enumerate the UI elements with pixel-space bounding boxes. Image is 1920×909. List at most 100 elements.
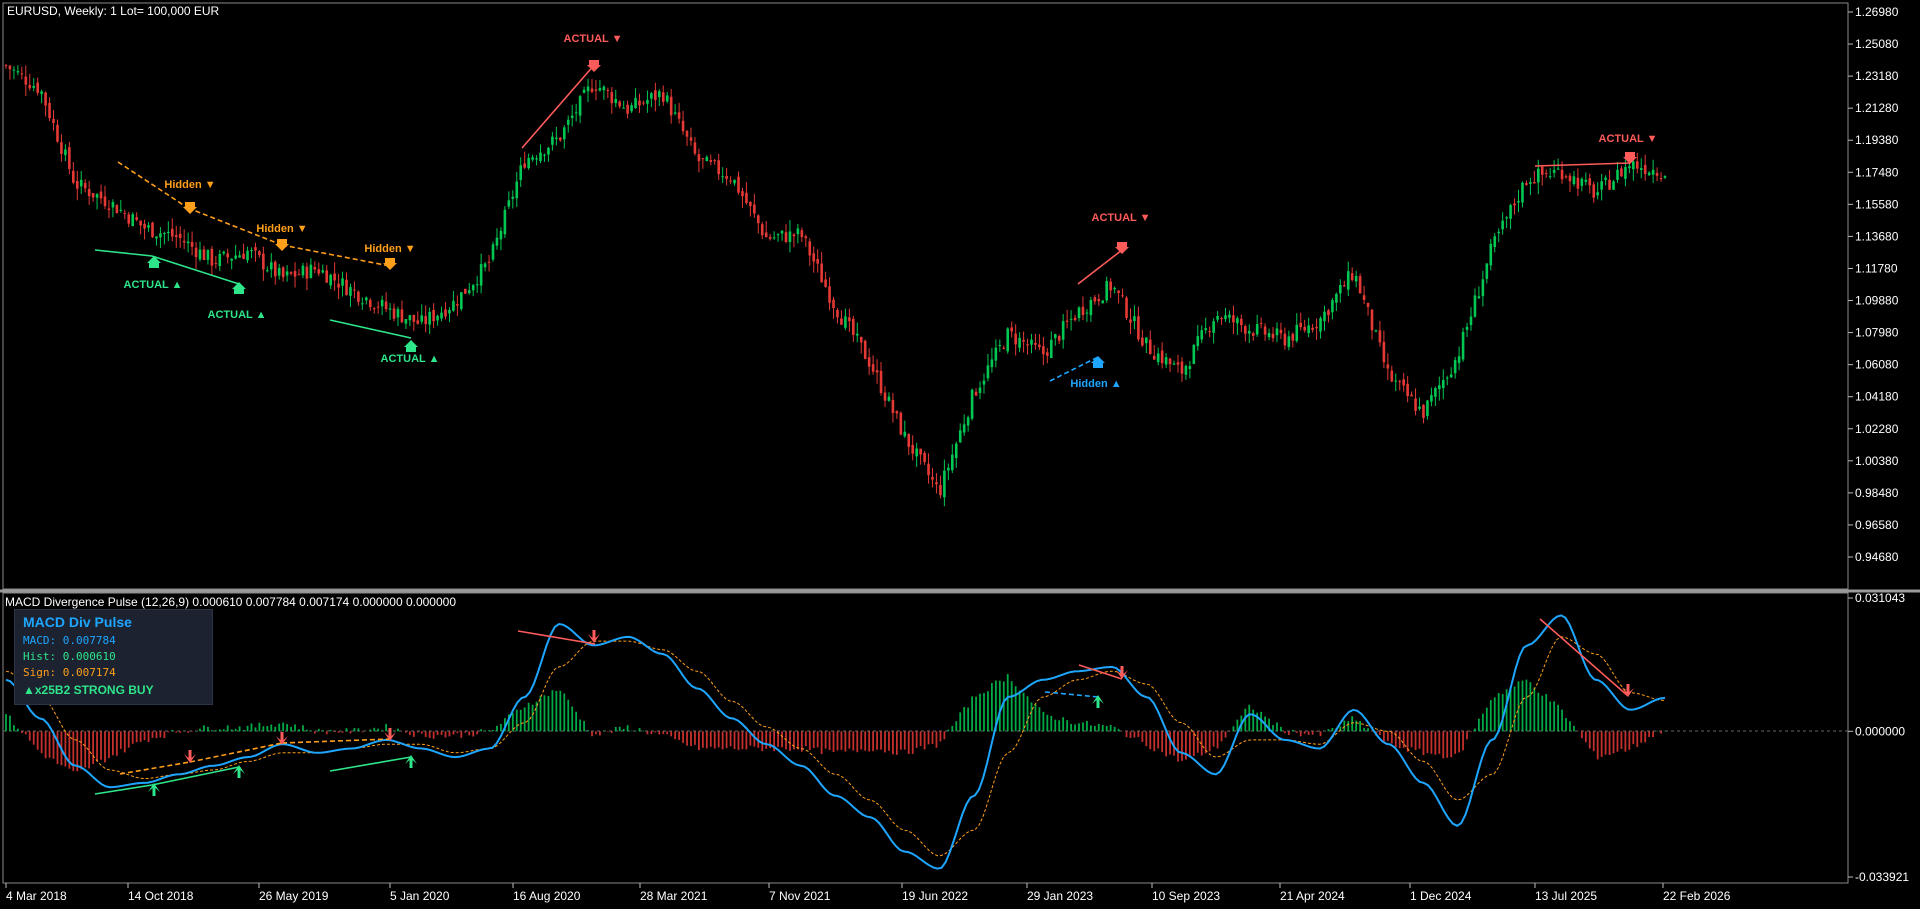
price-tick-label: 0.94680 <box>1855 550 1899 564</box>
time-tick-label: 13 Jul 2025 <box>1535 889 1597 903</box>
candle-bear <box>392 308 396 319</box>
candle-bear <box>190 241 194 247</box>
candle-bear <box>931 476 934 480</box>
candle-bear <box>1540 166 1544 175</box>
time-tick-label: 26 May 2019 <box>259 889 329 903</box>
divergence-label: Hidden ▲ <box>1070 378 1121 390</box>
arrow-up-icon <box>1092 695 1104 708</box>
arrow-up-icon <box>233 765 245 778</box>
candle-bear <box>701 158 705 160</box>
candle-bear <box>60 142 63 154</box>
candle-bear <box>242 253 245 259</box>
indicator-tick-label: -0.033921 <box>1855 870 1909 884</box>
candle-bear <box>729 180 732 182</box>
candle-bear <box>816 258 819 264</box>
candle-bull <box>733 179 736 184</box>
candle-bear <box>52 118 55 123</box>
candle-bear <box>4 65 8 67</box>
candle-bull <box>1529 182 1532 184</box>
candle-bull <box>1089 299 1093 316</box>
candle-bull <box>1647 172 1651 176</box>
arrow-up-icon <box>232 282 246 294</box>
candle-bear <box>1564 176 1568 178</box>
candle-bull <box>555 137 558 140</box>
candle-bear <box>741 191 744 197</box>
candle-bear <box>1208 331 1211 333</box>
candle-bull <box>12 69 16 71</box>
candle-bear <box>1125 297 1128 318</box>
candle-bull <box>436 315 439 321</box>
candle-bull <box>483 263 487 268</box>
divergence-label: ACTUAL ▲ <box>124 279 183 291</box>
candle-bull <box>64 149 67 156</box>
candle-bear <box>626 104 629 114</box>
candle-bear <box>792 234 796 237</box>
candle-bear <box>863 340 867 360</box>
price-tick-label: 1.23180 <box>1855 69 1899 83</box>
candle-bull <box>614 98 618 104</box>
candle-bull <box>1236 318 1239 324</box>
candle-bull <box>705 156 709 162</box>
candle-bull <box>1556 168 1560 170</box>
candle-bull <box>1449 374 1453 378</box>
candle-bear <box>681 120 685 132</box>
candle-bull <box>1287 336 1291 348</box>
candle-bull <box>1612 181 1615 190</box>
price-tick-label: 1.21280 <box>1855 101 1899 115</box>
candle-bear <box>48 102 51 119</box>
candle-bear <box>1038 344 1041 348</box>
candle-bear <box>1109 281 1112 291</box>
candle-bear <box>337 283 340 288</box>
candle-bear <box>895 411 899 414</box>
candle-bull <box>1600 181 1603 190</box>
candle-bear <box>36 82 39 93</box>
price-tick-label: 1.04180 <box>1855 390 1899 404</box>
candle-bull <box>1069 318 1073 320</box>
candle-bull <box>844 316 847 328</box>
time-tick-label: 1 Dec 2024 <box>1410 889 1472 903</box>
candle-bear <box>1350 273 1354 280</box>
divergence-label: ACTUAL ▼ <box>1092 212 1151 224</box>
candle-bear <box>879 370 883 394</box>
candle-bull <box>903 431 907 437</box>
price-tick-label: 1.17480 <box>1855 165 1899 179</box>
candle-bear <box>305 266 309 279</box>
candle-bull <box>1196 336 1200 347</box>
candle-bull <box>772 237 776 239</box>
time-tick-label: 16 Aug 2020 <box>513 889 581 903</box>
candle-bull <box>1493 236 1497 248</box>
candle-bull <box>1457 356 1461 363</box>
candle-bear <box>1568 175 1572 182</box>
candle-bear <box>848 317 851 322</box>
candle-bear <box>1117 290 1120 293</box>
candle-bear <box>1168 358 1172 365</box>
candle-bear <box>677 112 681 119</box>
arrow-down-icon <box>1116 666 1128 679</box>
candle-bull <box>1584 179 1588 182</box>
candle-bull <box>396 309 400 318</box>
candle-bull <box>1077 307 1081 319</box>
candle-bull <box>673 112 677 114</box>
candle-bear <box>697 154 701 162</box>
arrow-up-icon <box>147 256 161 268</box>
candle-bull <box>269 262 273 270</box>
candle-bull <box>467 290 471 294</box>
candle-bull <box>578 96 582 116</box>
candle-bear <box>927 463 930 476</box>
candle-bull <box>1018 337 1021 348</box>
candle-bear <box>764 232 768 238</box>
candle-bear <box>424 316 427 325</box>
candle-bull <box>519 165 523 180</box>
candle-bull <box>1101 300 1105 304</box>
candle-bull <box>440 312 443 319</box>
candle-bull <box>341 278 344 286</box>
candle-bear <box>8 65 12 70</box>
candle-bull <box>1105 281 1109 301</box>
candle-bull <box>1307 325 1310 334</box>
candle-bull <box>79 179 83 187</box>
indicator-tick-label: 0.000000 <box>1855 724 1905 738</box>
info-panel-title: MACD Div Pulse <box>23 614 132 630</box>
candle-bear <box>828 286 831 303</box>
candle-bull <box>321 270 325 273</box>
candle-bull <box>531 157 534 160</box>
